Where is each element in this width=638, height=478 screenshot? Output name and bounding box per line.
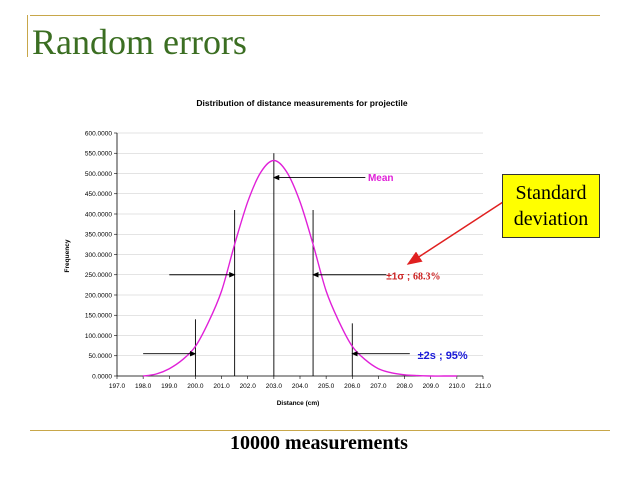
y-tick-label: 0.0000 [92, 373, 112, 380]
mean-annotation: Mean [368, 173, 394, 184]
x-tick-label: 203.0 [266, 383, 283, 390]
x-tick-label: 207.0 [370, 383, 387, 390]
y-tick-label: 450.0000 [85, 191, 112, 198]
sigma2-annotation: ±2s ; 95% [418, 350, 468, 362]
top-rule [30, 15, 600, 16]
footer-caption: 10000 measurements [230, 432, 408, 454]
x-tick-label: 204.0 [292, 383, 309, 390]
y-tick-label: 150.0000 [85, 313, 112, 320]
callout-line-1: Standard [515, 182, 587, 204]
x-tick-label: 201.0 [213, 383, 230, 390]
x-tick-label: 206.0 [344, 383, 361, 390]
x-tick-label: 198.0 [135, 383, 152, 390]
x-axis-label: Distance (cm) [277, 400, 320, 407]
x-tick-label: 209.0 [423, 383, 440, 390]
x-tick-label: 197.0 [109, 383, 126, 390]
standard-deviation-callout: Standard deviation [502, 174, 600, 238]
distribution-curve [143, 159, 457, 377]
y-tick-label: 200.0000 [85, 292, 112, 299]
y-tick-label: 350.0000 [85, 232, 112, 239]
bottom-rule [30, 430, 610, 431]
slide-title: Random errors [32, 22, 247, 62]
y-tick-label: 250.0000 [85, 272, 112, 279]
y-tick-label: 550.0000 [85, 151, 112, 158]
left-rule [27, 15, 28, 57]
x-tick-label: 208.0 [396, 383, 413, 390]
x-tick-label: 211.0 [475, 383, 491, 390]
sigma1-annotation: ±1σ ; 68.3% [386, 272, 440, 283]
callout-pointer [406, 201, 504, 265]
y-tick-label: 400.0000 [85, 211, 112, 218]
y-tick-label: 600.0000 [85, 130, 112, 137]
x-tick-label: 199.0 [161, 383, 178, 390]
x-tick-label: 200.0 [187, 383, 204, 390]
callout-line-2: deviation [513, 208, 589, 230]
x-tick-label: 210.0 [449, 383, 466, 390]
y-axis-label: Frequency [64, 239, 71, 272]
y-tick-label: 300.0000 [85, 252, 112, 259]
y-tick-label: 50.0000 [89, 353, 113, 360]
chart-title: Distribution of distance measurements fo… [196, 98, 407, 108]
y-tick-label: 100.0000 [85, 333, 112, 340]
x-tick-label: 205.0 [318, 383, 335, 390]
distribution-chart: Distribution of distance measurements fo… [64, 98, 504, 407]
y-tick-label: 500.0000 [85, 171, 112, 178]
x-tick-label: 202.0 [240, 383, 257, 390]
